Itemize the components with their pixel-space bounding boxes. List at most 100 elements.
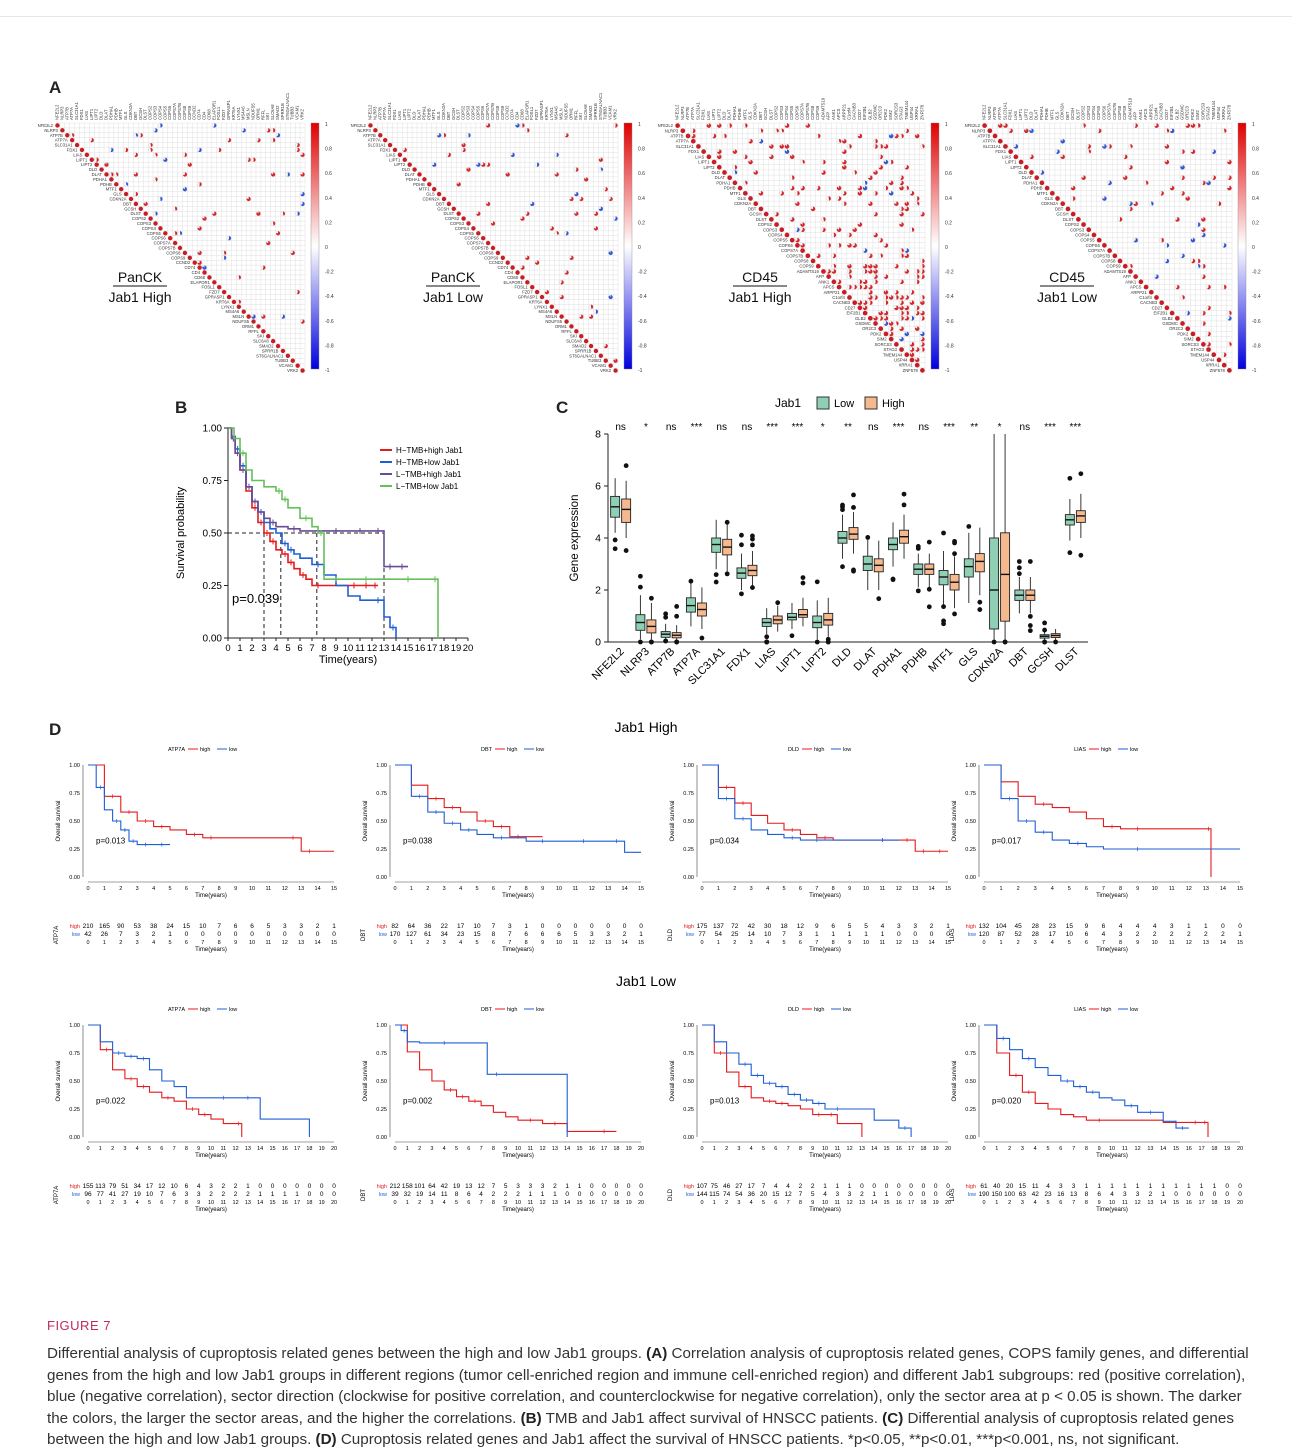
corr-sector bbox=[920, 342, 925, 347]
colorbar-tick: 0.2 bbox=[945, 220, 952, 226]
legend-low: low bbox=[1130, 1007, 1138, 1013]
risk-high-count: 1 bbox=[1187, 1183, 1191, 1190]
risk-x-tick-label: 19 bbox=[319, 1200, 325, 1206]
x-tick-label: 18 bbox=[613, 1146, 619, 1152]
corr-sector bbox=[906, 185, 909, 191]
y-tick-label: 1.00 bbox=[683, 763, 694, 769]
y-tick-label: 2 bbox=[595, 585, 601, 597]
gene-row-label: APCS bbox=[823, 285, 835, 290]
gene-row-label: ATP7A bbox=[368, 138, 381, 143]
gene-row-label: PDHB bbox=[413, 182, 425, 187]
diagonal-dot bbox=[1034, 175, 1040, 181]
gene-row-label: COPS9 bbox=[799, 264, 814, 269]
risk-low-count: 28 bbox=[1032, 931, 1040, 938]
corr-sector bbox=[865, 180, 868, 185]
outlier bbox=[674, 639, 680, 645]
risk-high-count: 90 bbox=[117, 923, 125, 930]
caption-segment-5: (C) bbox=[882, 1409, 904, 1427]
gene-row-label: ARPP21 bbox=[824, 290, 841, 295]
diagonal-dot bbox=[1086, 227, 1092, 233]
gene-row-label: VRK2 bbox=[287, 368, 299, 373]
risk-x-tick-label: 17 bbox=[1199, 1200, 1205, 1206]
diagonal-dot bbox=[133, 201, 139, 207]
x-tick-label: 5 bbox=[285, 643, 290, 654]
gene-row-label: ATP7B bbox=[50, 133, 63, 138]
corr-sector bbox=[1206, 180, 1211, 186]
risk-high-count: 0 bbox=[1238, 923, 1242, 930]
outlier bbox=[623, 463, 629, 469]
gene-row-label: COPS4 bbox=[142, 226, 157, 231]
risk-low-count: 0 bbox=[615, 1191, 619, 1198]
risk-low-count: 7 bbox=[160, 1191, 164, 1198]
outlier bbox=[1027, 559, 1033, 564]
corr-sector bbox=[1102, 144, 1107, 149]
diagonal-dot bbox=[387, 142, 393, 148]
gene-row-label: SMAD2 bbox=[259, 344, 274, 349]
x-tick-label: 12 bbox=[1186, 886, 1192, 892]
corr-sector bbox=[287, 172, 290, 177]
risk-x-tick-label: 8 bbox=[1119, 940, 1122, 946]
risk-low-count: 1 bbox=[639, 931, 643, 938]
gene-row-label: SORCS3 bbox=[1182, 342, 1200, 347]
gene-row-label: TUBB3 bbox=[588, 358, 602, 363]
corr-sector bbox=[873, 274, 878, 279]
diagonal-dot bbox=[826, 274, 831, 279]
corr-sector bbox=[857, 133, 863, 139]
gene-col-label: ST6GALNAC1 bbox=[598, 92, 603, 120]
gene-row-label: KRT6A bbox=[529, 299, 543, 304]
corr-sector bbox=[917, 196, 920, 201]
gene-row-label: SLC31A1 bbox=[368, 143, 387, 148]
risk-x-tick-label: 17 bbox=[294, 1200, 300, 1206]
diagonal-dot bbox=[1180, 321, 1185, 326]
risk-x-tick-label: 13 bbox=[859, 1200, 865, 1206]
gene-row-label: PDHA1 bbox=[716, 180, 731, 185]
risk-x-tick-label: 5 bbox=[782, 940, 785, 946]
y-tick-label: 0.25 bbox=[965, 1107, 976, 1113]
diagonal-dot bbox=[549, 304, 555, 310]
corr-sector bbox=[486, 162, 491, 167]
gene-col-label: PDK2 bbox=[1190, 108, 1195, 120]
corr-sector bbox=[847, 243, 852, 248]
x-tick-label: 10 bbox=[556, 886, 562, 892]
risk-low-count: 2 bbox=[152, 931, 156, 938]
risk-x-tick-label: 4 bbox=[766, 940, 769, 946]
corr-sector bbox=[758, 191, 764, 196]
km-curve-low bbox=[88, 1024, 310, 1137]
gene-col-label: CD4 bbox=[515, 111, 520, 120]
gene-col-label: PDHB bbox=[737, 108, 742, 120]
gene-row-label: ADAMTS19 bbox=[1104, 269, 1127, 274]
gene-col-label: ATP7A bbox=[69, 107, 74, 120]
corr-sector bbox=[753, 170, 758, 175]
risk-high-count: 1 bbox=[565, 1183, 569, 1190]
corr-sector bbox=[862, 264, 868, 269]
legend-high: high bbox=[200, 1007, 210, 1013]
corr-sector bbox=[1181, 175, 1185, 180]
gene-row-label: DLD bbox=[89, 167, 97, 172]
corr-sector bbox=[1229, 342, 1232, 347]
x-tick-label: 14 bbox=[564, 1146, 570, 1152]
x-tick-label: 1 bbox=[237, 643, 242, 654]
gene-col-label: PDHA1 bbox=[1039, 105, 1044, 120]
risk-x-tick-label: 12 bbox=[282, 940, 288, 946]
corr-sector bbox=[1029, 128, 1034, 133]
outlier bbox=[789, 633, 795, 639]
x-tick-label: 7 bbox=[508, 886, 511, 892]
corr-sector bbox=[135, 192, 138, 197]
outlier bbox=[941, 621, 946, 627]
x-tick-label: 9 bbox=[1136, 886, 1139, 892]
corr-sector bbox=[868, 295, 873, 300]
risk-low-count: 1 bbox=[881, 931, 885, 938]
gene-row-label: CD4 bbox=[192, 270, 201, 275]
risk-x-tick-label: 12 bbox=[1186, 940, 1192, 946]
row-title-low: Jab1 Low bbox=[616, 973, 677, 989]
corr-sector bbox=[402, 147, 407, 153]
corr-sector bbox=[921, 269, 925, 274]
diagonal-dot bbox=[1029, 170, 1034, 175]
gene-row-label: GCSH bbox=[124, 206, 136, 211]
x-tick-label: 17 bbox=[908, 1146, 914, 1152]
gene-col-label: ELAPOR1 bbox=[524, 100, 529, 120]
corr-sector bbox=[1083, 123, 1086, 128]
y-tick-label: 0.25 bbox=[69, 847, 80, 853]
